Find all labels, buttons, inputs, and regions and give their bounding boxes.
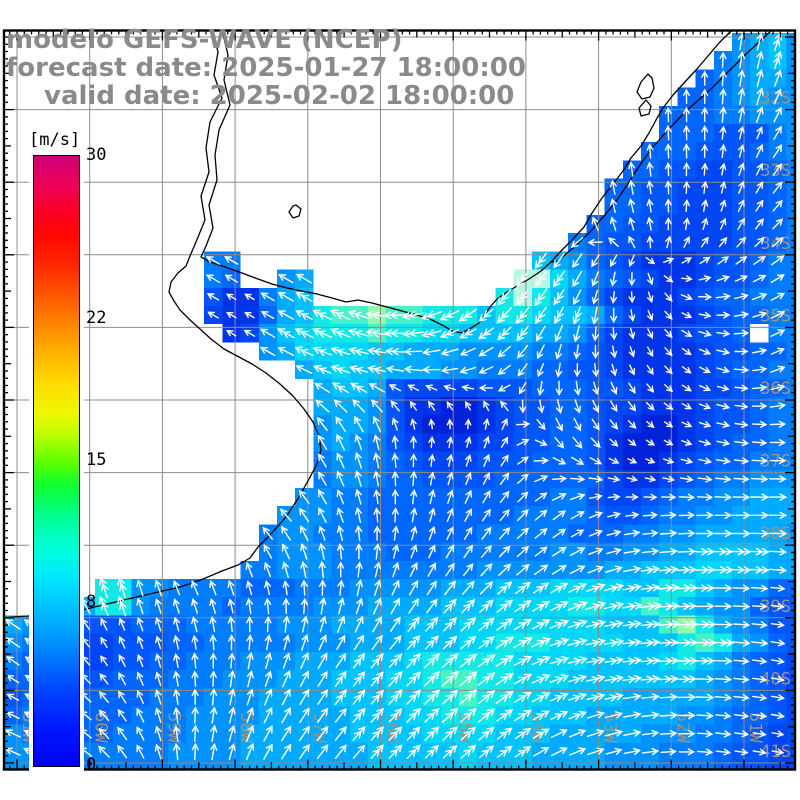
coastline <box>5 31 772 619</box>
colorbar-tick-label: 15 <box>86 450 107 470</box>
lon-label: 52W <box>672 712 692 743</box>
lon-label: 57W <box>309 712 329 743</box>
map-frame <box>2 29 797 771</box>
colorbar-gradient <box>33 155 80 767</box>
colorbar-tick-label: 22 <box>86 307 107 328</box>
lon-label: 51W <box>745 712 765 743</box>
lat-label: 38S <box>760 524 791 544</box>
colorbar-tick-label: 0 <box>86 755 97 775</box>
lon-label: 58W <box>236 712 256 743</box>
lon-label: 59W <box>163 712 183 743</box>
lat-label: 37S <box>760 452 791 472</box>
colorbar-unit-label: [m/s] <box>27 130 83 150</box>
colorbar-tick-label: 30 <box>86 145 107 165</box>
colorbar-tick-label: 8 <box>86 592 97 613</box>
lon-label: 53W <box>600 712 620 743</box>
lon-label: 54W <box>527 712 547 743</box>
map-gridlines <box>5 31 794 769</box>
wind-arrows <box>5 32 788 761</box>
lat-label: 32S <box>760 89 791 109</box>
lat-label: 39S <box>760 597 791 617</box>
